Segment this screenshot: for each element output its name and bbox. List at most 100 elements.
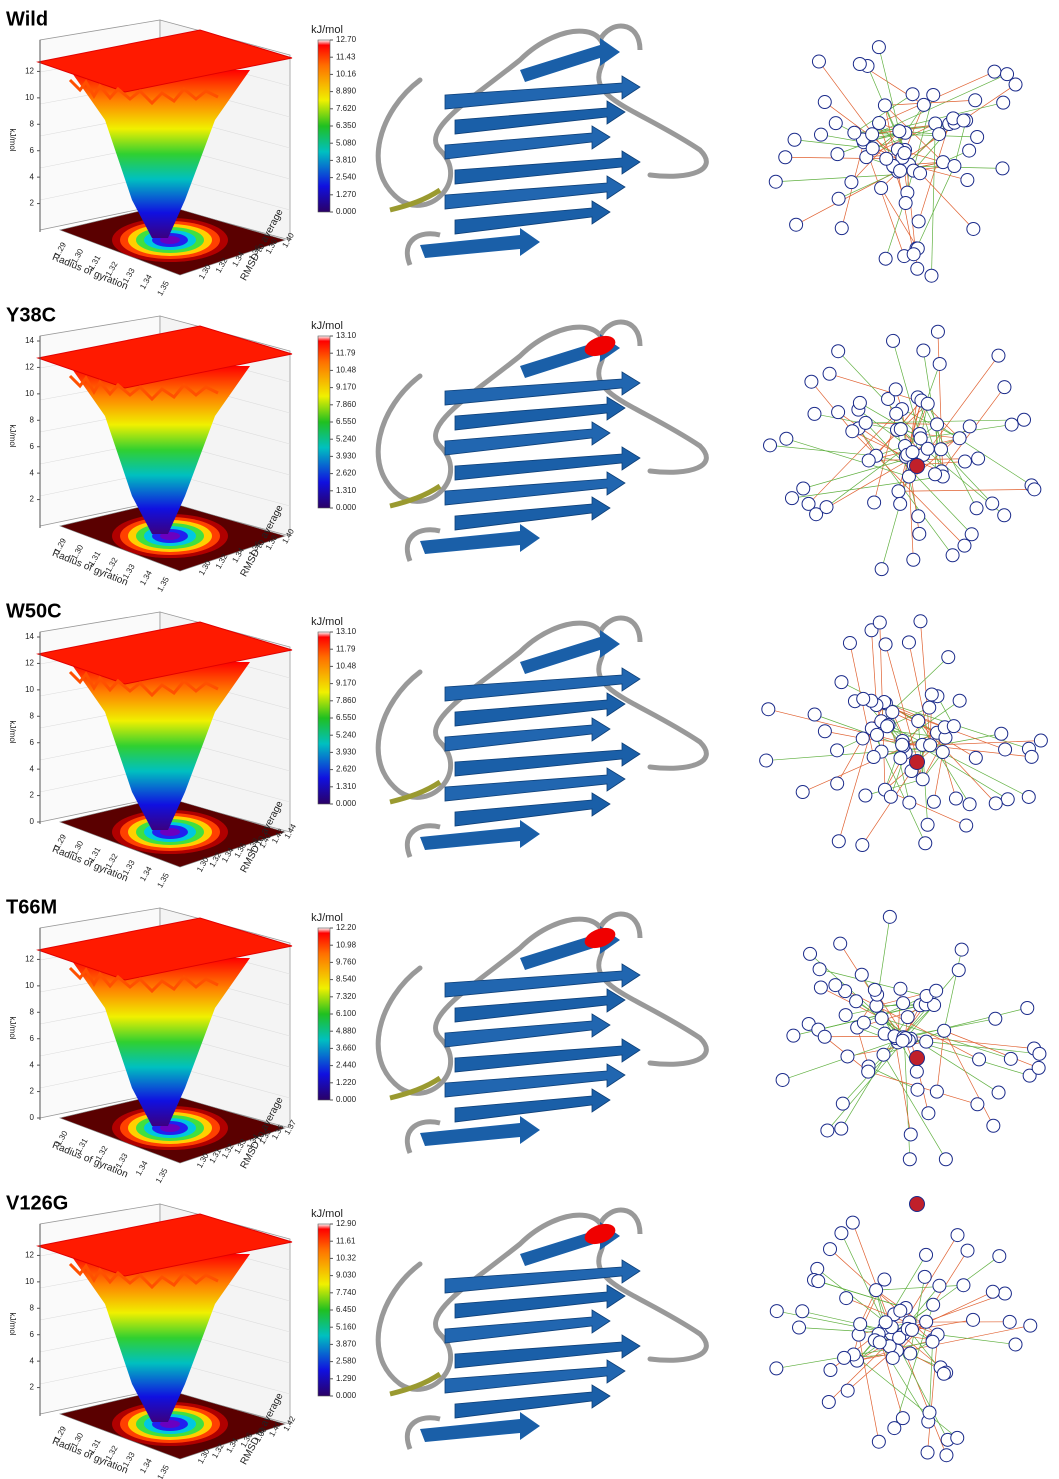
network-node bbox=[902, 636, 915, 649]
network-node bbox=[846, 1216, 859, 1229]
network-node bbox=[906, 88, 919, 101]
network-node bbox=[925, 688, 938, 701]
network-node bbox=[1009, 1338, 1022, 1351]
network-edge bbox=[928, 1335, 938, 1453]
colorbar-tick-label: 3.660 bbox=[336, 1044, 357, 1053]
network-node bbox=[853, 58, 866, 71]
network-node bbox=[986, 497, 999, 510]
network-node bbox=[867, 751, 880, 764]
network-node bbox=[963, 144, 976, 157]
colorbar-tick-label: 5.160 bbox=[336, 1322, 357, 1331]
z-tick-label: 12 bbox=[25, 67, 34, 76]
network-node bbox=[939, 1153, 952, 1166]
network-node bbox=[923, 701, 936, 714]
figure: Wild24681012kJ/mol1.291.301.311.321.331.… bbox=[0, 0, 1059, 1479]
colorbar-tick-label: 5.240 bbox=[336, 730, 357, 739]
protein-structure bbox=[378, 1210, 706, 1449]
z-tick-label: 6 bbox=[30, 146, 35, 155]
network-node bbox=[832, 192, 845, 205]
z-tick-label: 8 bbox=[30, 1007, 35, 1016]
z-tick-label: 6 bbox=[30, 442, 35, 451]
network-edge bbox=[933, 1251, 967, 1305]
beta-strand bbox=[455, 1089, 610, 1122]
z-tick-label: 12 bbox=[25, 1251, 34, 1260]
network-node bbox=[812, 55, 825, 68]
x-tick-label: 1.34 bbox=[138, 864, 154, 882]
colorbar-unit: kJ/mol bbox=[311, 912, 343, 924]
colorbar-tick-label: 2.620 bbox=[336, 469, 357, 478]
colorbar-tick-label: 6.550 bbox=[336, 713, 357, 722]
network-node bbox=[969, 751, 982, 764]
network-node bbox=[884, 790, 897, 803]
network-node bbox=[879, 638, 892, 651]
colorbar-tick-label: 3.810 bbox=[336, 156, 357, 165]
colorbar-tick-label: 13.10 bbox=[336, 331, 357, 340]
network-node bbox=[848, 126, 861, 139]
network-node bbox=[898, 147, 911, 160]
network-node bbox=[998, 1287, 1011, 1300]
network-node bbox=[831, 777, 844, 790]
network-node bbox=[873, 1336, 886, 1349]
z-tick-label: 4 bbox=[30, 1060, 35, 1069]
network-node bbox=[868, 983, 881, 996]
panel: T66M024681012kJ/mol1.301.311.321.331.341… bbox=[6, 896, 1046, 1185]
z-tick-label: 6 bbox=[30, 1330, 35, 1339]
colorbar-tick-label: 4.880 bbox=[336, 1026, 357, 1035]
mutation-node bbox=[910, 755, 925, 770]
colorbar-tick-label: 2.620 bbox=[336, 765, 357, 774]
network-node bbox=[952, 964, 965, 977]
network-node bbox=[850, 995, 863, 1008]
network-node bbox=[917, 98, 930, 111]
network-node bbox=[935, 443, 948, 456]
network-node bbox=[785, 492, 798, 505]
network-node bbox=[920, 1248, 933, 1261]
network-node bbox=[917, 344, 930, 357]
colorbar-tick-label: 10.48 bbox=[336, 366, 357, 375]
network-node bbox=[815, 128, 828, 141]
beta-strand bbox=[455, 793, 610, 826]
network-node bbox=[818, 725, 831, 738]
network-node bbox=[879, 252, 892, 265]
network-node bbox=[1004, 1052, 1017, 1065]
network-node bbox=[1028, 483, 1041, 496]
network-node bbox=[820, 501, 833, 514]
x-tick-label: 1.34 bbox=[138, 1456, 154, 1474]
x-tick-label: 1.35 bbox=[155, 575, 171, 593]
network-node bbox=[835, 1122, 848, 1135]
network-node bbox=[931, 325, 944, 338]
network-node bbox=[953, 432, 966, 445]
network-node bbox=[897, 997, 910, 1010]
colorbar-tick-label: 12.70 bbox=[336, 35, 357, 44]
network-node bbox=[870, 1284, 883, 1297]
network-node bbox=[963, 798, 976, 811]
network-node bbox=[808, 407, 821, 420]
colorbar-tick-label: 1.310 bbox=[336, 782, 357, 791]
network-node bbox=[998, 381, 1011, 394]
colorbar-tick-label: 7.740 bbox=[336, 1288, 357, 1297]
network-node bbox=[989, 1012, 1002, 1025]
colorbar-tick-label: 12.90 bbox=[336, 1219, 357, 1228]
network-node bbox=[846, 425, 859, 438]
z-tick-label: 6 bbox=[30, 1034, 35, 1043]
network-node bbox=[855, 968, 868, 981]
z-tick-label: 2 bbox=[30, 791, 35, 800]
network-node bbox=[930, 1085, 943, 1098]
network-node bbox=[796, 1305, 809, 1318]
network-edge bbox=[766, 752, 881, 761]
colorbar-tick-label: 9.030 bbox=[336, 1271, 357, 1280]
network-node bbox=[921, 442, 934, 455]
network-node bbox=[903, 1153, 916, 1166]
colorbar-tick-label: 6.350 bbox=[336, 121, 357, 130]
network-node bbox=[841, 1384, 854, 1397]
colorbar-tick-label: 2.440 bbox=[336, 1061, 357, 1070]
network-node bbox=[955, 943, 968, 956]
panel-label: Wild bbox=[6, 8, 48, 30]
network-node bbox=[787, 1029, 800, 1042]
network-node bbox=[868, 496, 881, 509]
network-node bbox=[972, 452, 985, 465]
network-node bbox=[893, 125, 906, 138]
x-tick-label: 1.34 bbox=[134, 1159, 150, 1177]
network-node bbox=[862, 1065, 875, 1078]
network-node bbox=[912, 510, 925, 523]
network-node bbox=[901, 1011, 914, 1024]
